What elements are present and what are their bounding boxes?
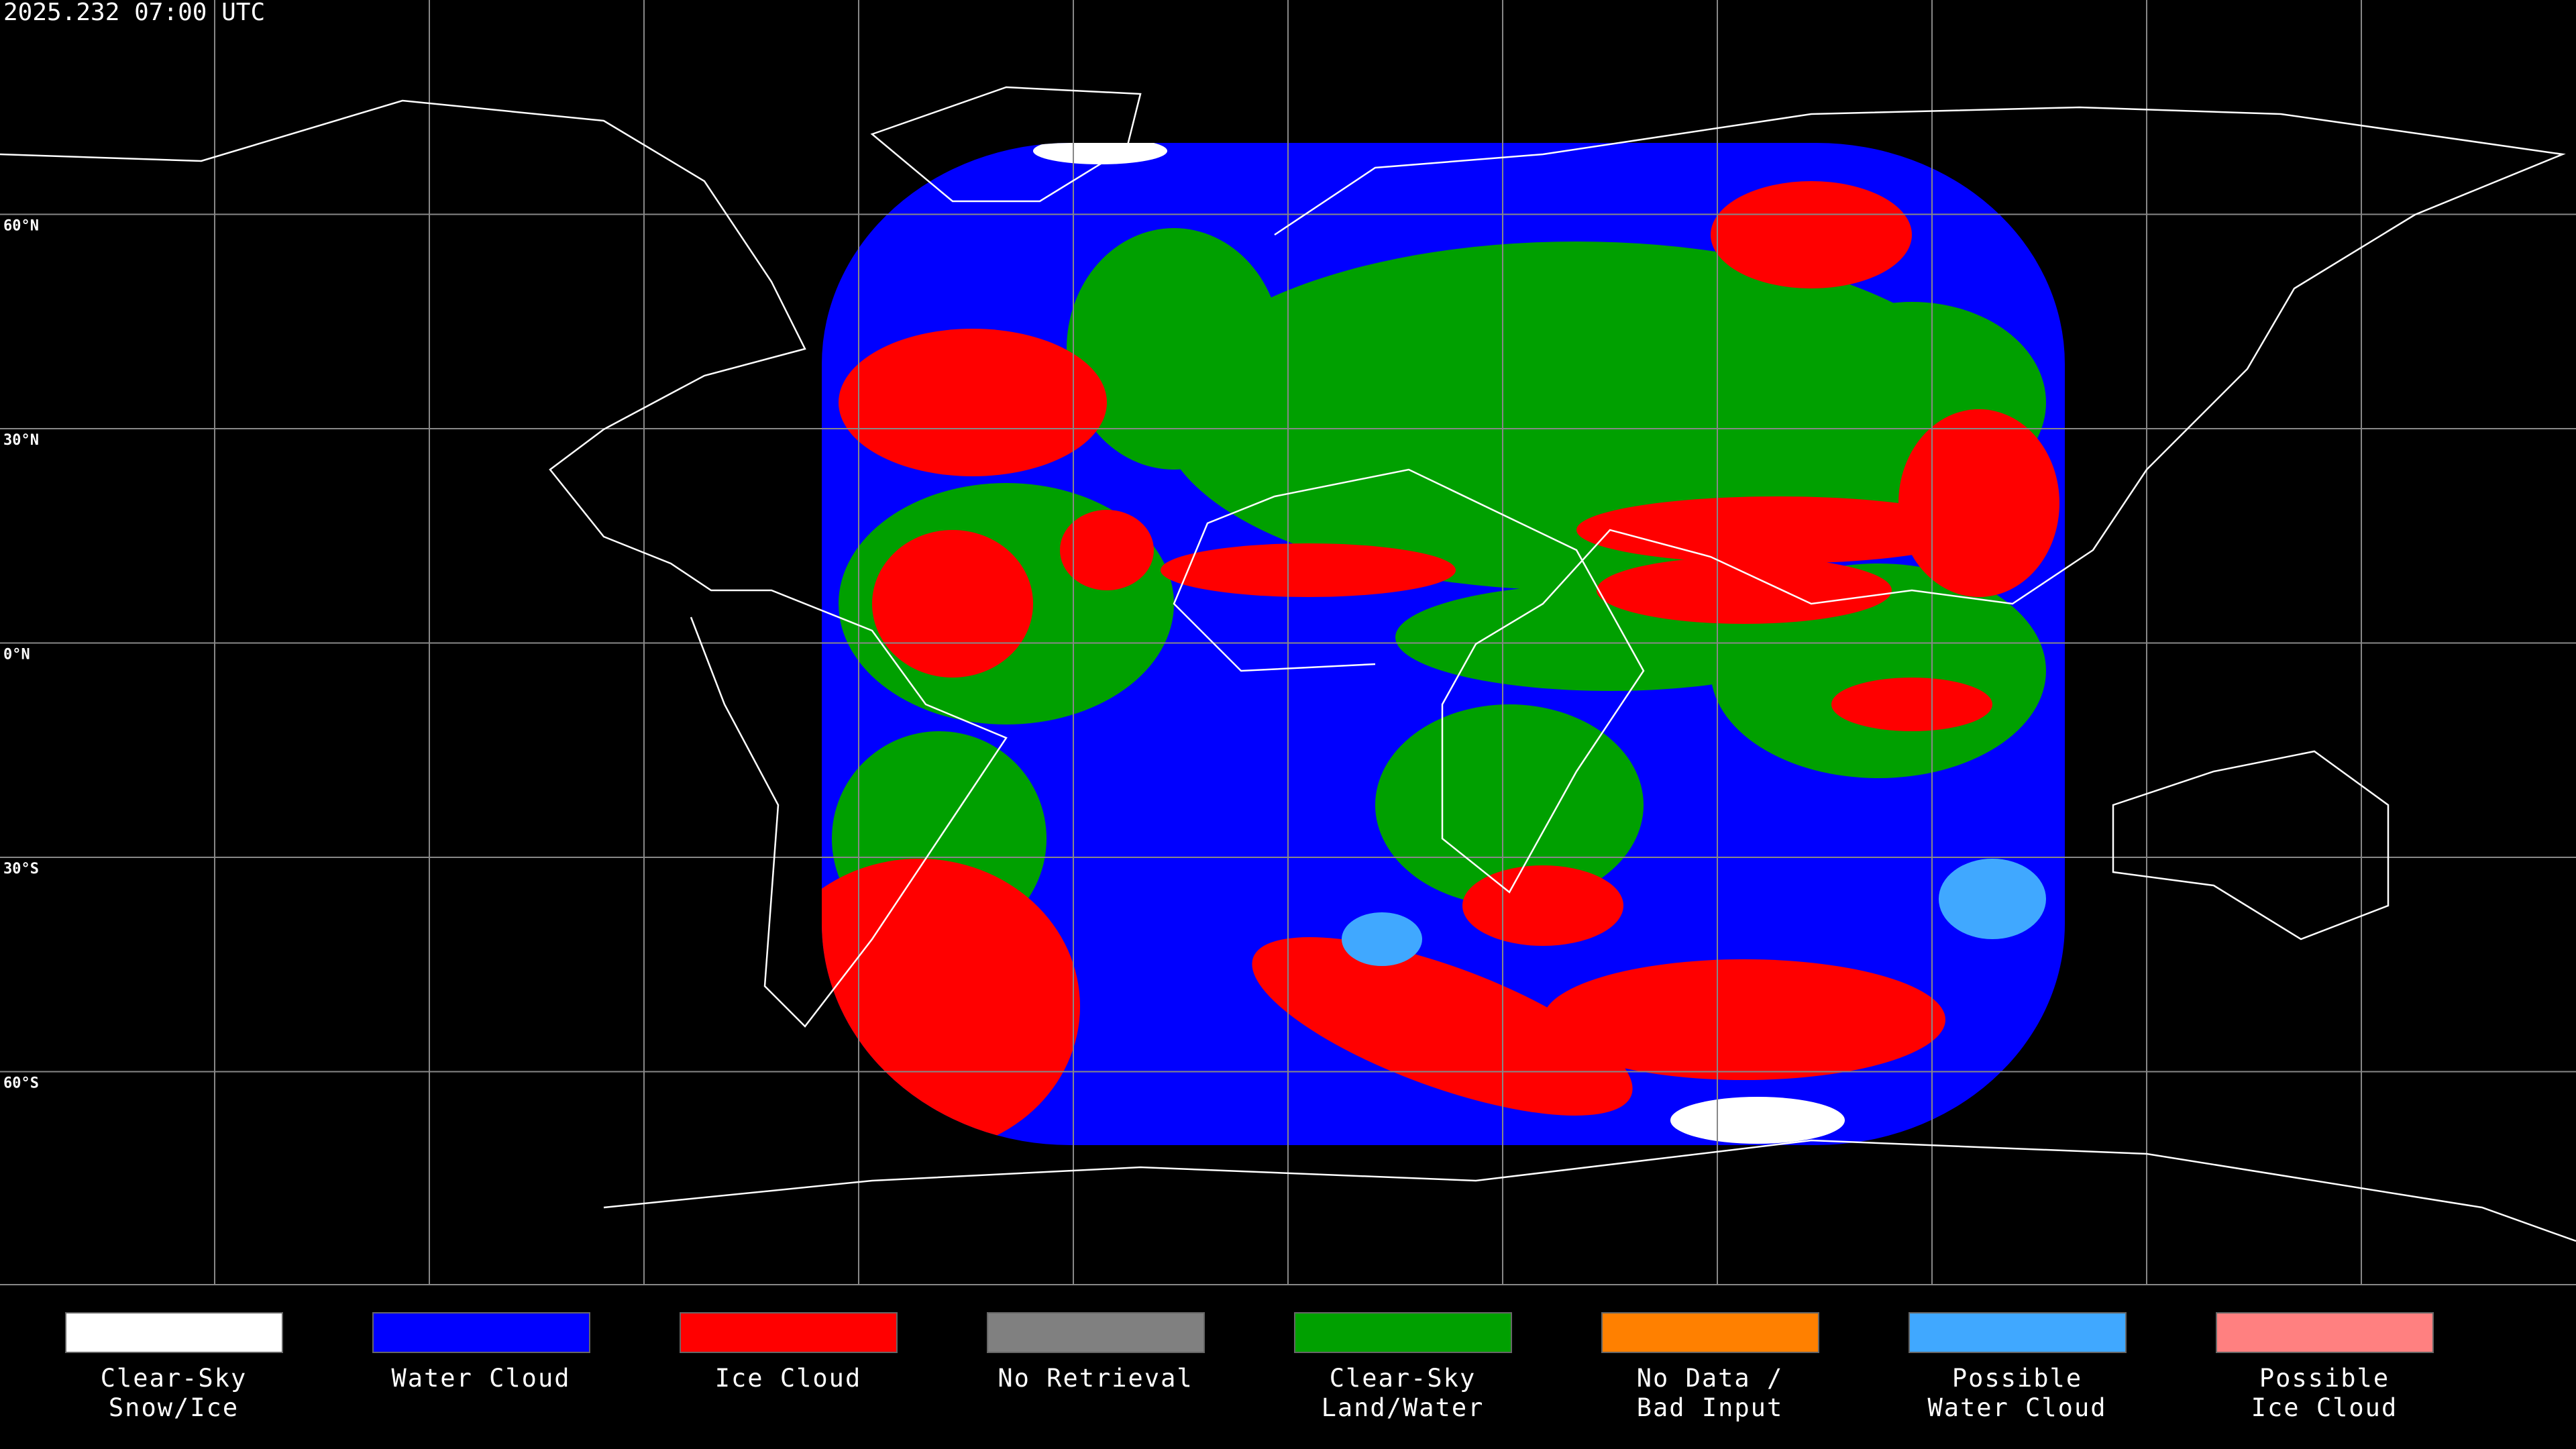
legend-swatch (1909, 1312, 2127, 1353)
legend-label: No Data / (1637, 1364, 1783, 1393)
legend-label: Water Cloud (1927, 1393, 2106, 1422)
legend-swatch (680, 1312, 898, 1353)
legend-label: Ice Cloud (715, 1364, 861, 1393)
ice-cloud-areas (822, 181, 2059, 1145)
legend-label: Water Cloud (391, 1364, 570, 1393)
snow-areas (1033, 143, 1845, 1144)
legend-label: Bad Input (1637, 1393, 1783, 1422)
legend-label: No Retrieval (998, 1364, 1193, 1393)
legend-label: Snow/Ice (109, 1393, 239, 1422)
legend-swatch (987, 1312, 1205, 1353)
legend-label: Possible (2259, 1364, 2390, 1393)
legend-swatch (65, 1312, 283, 1353)
latitude-label: 60°S (3, 1075, 39, 1092)
latitude-label: 30°N (3, 432, 39, 449)
legend-label: Land/Water (1322, 1393, 1485, 1422)
legend-swatch (1294, 1312, 1512, 1353)
legend-label: Clear-Sky (1330, 1364, 1476, 1393)
possible-water-areas (1342, 859, 2046, 966)
legend-label: Clear-Sky (101, 1364, 247, 1393)
latitude-label: 60°N (3, 218, 39, 235)
graticule (0, 0, 2576, 1285)
timestamp: 2025.232 07:00 UTC (3, 0, 265, 26)
legend-label: Ice Cloud (2251, 1393, 2398, 1422)
coastlines (0, 86, 2576, 1242)
legend-label: Possible (1952, 1364, 2082, 1393)
latitude-label: 0°N (3, 647, 30, 663)
satellite-disk (822, 143, 2065, 1145)
legend-swatch (2216, 1312, 2434, 1353)
latitude-labels: 60°N 30°N 0°N 30°S 60°S (3, 218, 39, 1092)
legend-swatch (372, 1312, 590, 1353)
latitude-label: 30°S (3, 861, 39, 877)
legend-swatch (1601, 1312, 1819, 1353)
